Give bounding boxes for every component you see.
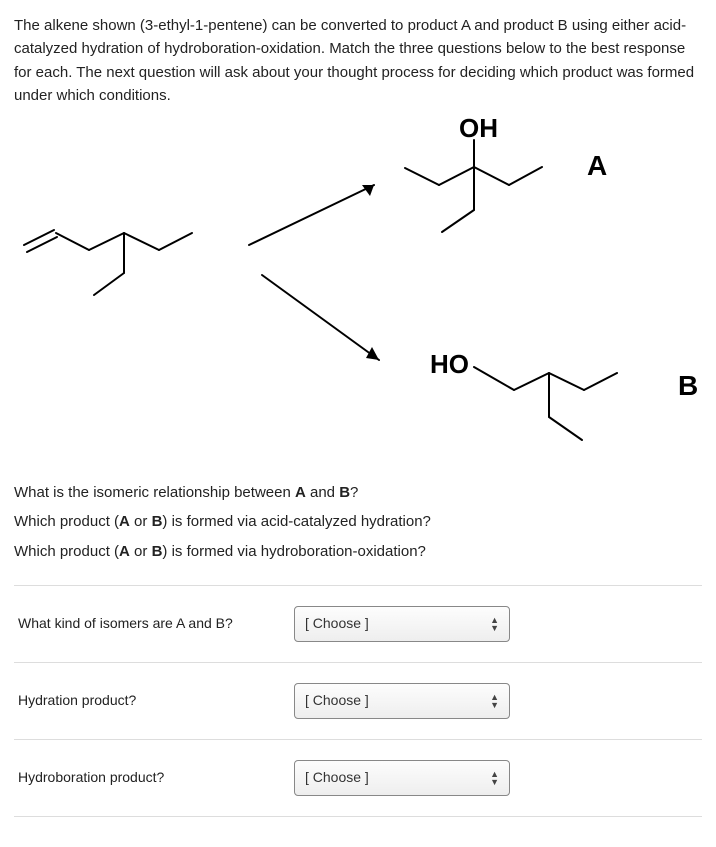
reaction-diagram: OH HO A B: [14, 115, 702, 475]
ho-label: HO: [430, 349, 469, 379]
q3-or: or: [130, 543, 152, 560]
match-label-hydration: Hydration product?: [14, 690, 294, 712]
select-placeholder: [ Choose ]: [305, 690, 369, 712]
q2-b: B: [152, 513, 163, 530]
q3-a: A: [119, 543, 130, 560]
select-placeholder: [ Choose ]: [305, 613, 369, 635]
q2-a: A: [119, 513, 130, 530]
product-a-label: A: [587, 150, 607, 181]
match-row: Hydroboration product? [ Choose ] ▲▼: [14, 740, 702, 817]
q2-pre: Which product (: [14, 513, 119, 530]
q1-a: A: [295, 484, 306, 501]
match-label-isomers: What kind of isomers are A and B?: [14, 613, 294, 635]
q2-or: or: [130, 513, 152, 530]
question-prompt: The alkene shown (3-ethyl-1-pentene) can…: [14, 14, 702, 107]
q1-mid: and: [306, 484, 339, 501]
q2-post: ) is formed via acid-catalyzed hydration…: [162, 513, 430, 530]
matching-table: What kind of isomers are A and B? [ Choo…: [14, 585, 702, 817]
subquestions: What is the isomeric relationship betwee…: [14, 481, 702, 563]
q3-post: ) is formed via hydroboration-oxidation?: [162, 543, 425, 560]
chevron-updown-icon: ▲▼: [490, 616, 499, 632]
match-row: Hydration product? [ Choose ] ▲▼: [14, 663, 702, 740]
isomers-select[interactable]: [ Choose ] ▲▼: [294, 606, 510, 642]
q1-text-pre: What is the isomeric relationship betwee…: [14, 484, 295, 501]
chevron-updown-icon: ▲▼: [490, 770, 499, 786]
oh-label: OH: [459, 115, 498, 143]
match-label-hydroboration: Hydroboration product?: [14, 767, 294, 789]
hydration-select[interactable]: [ Choose ] ▲▼: [294, 683, 510, 719]
product-b-label: B: [678, 370, 698, 401]
hydroboration-select[interactable]: [ Choose ] ▲▼: [294, 760, 510, 796]
q1-b: B: [339, 484, 350, 501]
q1-post: ?: [350, 484, 358, 501]
q3-pre: Which product (: [14, 543, 119, 560]
chevron-updown-icon: ▲▼: [490, 693, 499, 709]
match-row: What kind of isomers are A and B? [ Choo…: [14, 586, 702, 663]
q3-b: B: [152, 543, 163, 560]
select-placeholder: [ Choose ]: [305, 767, 369, 789]
